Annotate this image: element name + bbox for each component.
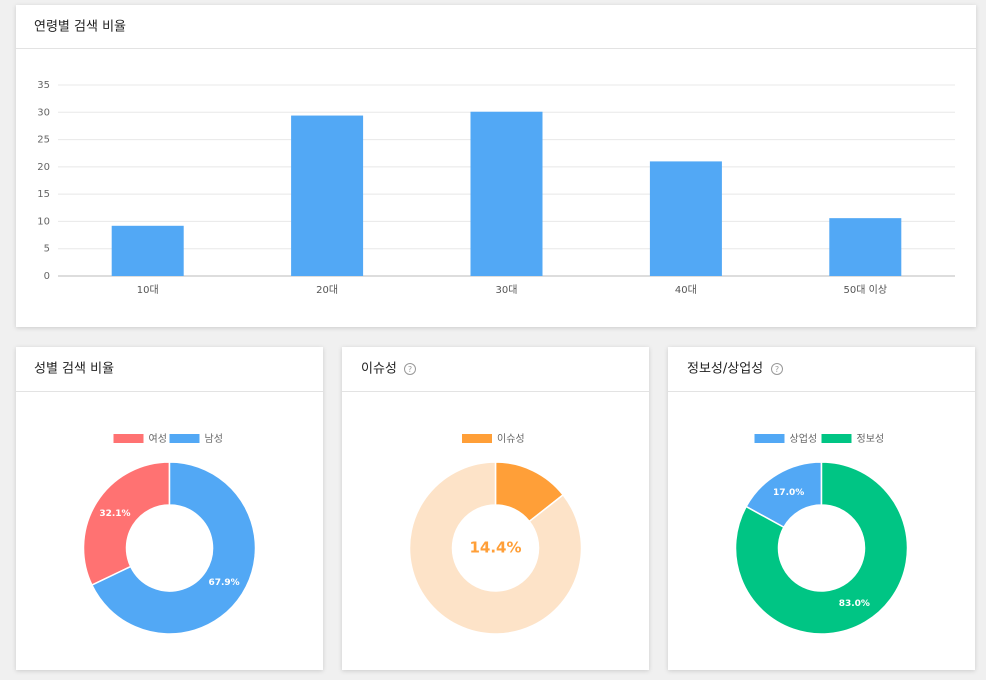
bar xyxy=(111,225,184,276)
legend-label: 상업성 xyxy=(790,432,818,445)
card-title: 이슈성 xyxy=(361,362,397,377)
legend-swatch xyxy=(821,434,852,443)
x-tick-label: 30대 xyxy=(496,284,518,296)
bar xyxy=(649,161,722,276)
svg-text:?: ? xyxy=(775,365,779,374)
y-tick-label: 35 xyxy=(37,80,50,91)
legend-label: 남성 xyxy=(205,433,223,445)
data-label: 67.9% xyxy=(208,578,239,588)
legend-swatch xyxy=(462,434,492,443)
legend-label: 이슈성 xyxy=(497,433,525,445)
x-tick-label: 10대 xyxy=(137,284,159,296)
legend-swatch xyxy=(754,434,785,443)
donut-slice xyxy=(90,461,257,635)
data-label: 32.1% xyxy=(99,509,130,519)
x-tick-label: 50대 이상 xyxy=(844,284,888,296)
bar xyxy=(291,115,364,276)
card-title: 성별 검색 비율 xyxy=(34,362,114,377)
svg-text:?: ? xyxy=(408,365,412,374)
data-label: 83.0% xyxy=(839,599,870,609)
help-icon[interactable]: ? xyxy=(404,363,416,375)
y-tick-label: 20 xyxy=(37,162,50,173)
legend-label: 정보성 xyxy=(857,433,885,445)
legend-swatch xyxy=(169,434,200,443)
x-tick-label: 20대 xyxy=(316,284,338,296)
help-icon[interactable]: ? xyxy=(771,363,783,375)
legend-label: 여성 xyxy=(149,433,167,445)
x-tick-label: 40대 xyxy=(675,284,697,296)
y-tick-label: 10 xyxy=(37,216,50,227)
donut-slice xyxy=(734,461,909,635)
card-title: 정보성/상업성 xyxy=(687,362,763,377)
legend-swatch xyxy=(113,434,144,443)
bar xyxy=(829,218,902,276)
card-title: 연령별 검색 비율 xyxy=(34,20,126,35)
donut-slice xyxy=(82,461,171,587)
center-label: 14.4% xyxy=(469,539,521,557)
y-tick-label: 30 xyxy=(37,107,50,118)
bar xyxy=(470,111,543,277)
y-tick-label: 0 xyxy=(44,271,50,282)
donut-slice xyxy=(408,461,583,635)
y-tick-label: 15 xyxy=(37,189,50,200)
data-label: 17.0% xyxy=(773,488,804,498)
y-tick-label: 25 xyxy=(37,135,50,146)
y-tick-label: 5 xyxy=(44,244,50,255)
